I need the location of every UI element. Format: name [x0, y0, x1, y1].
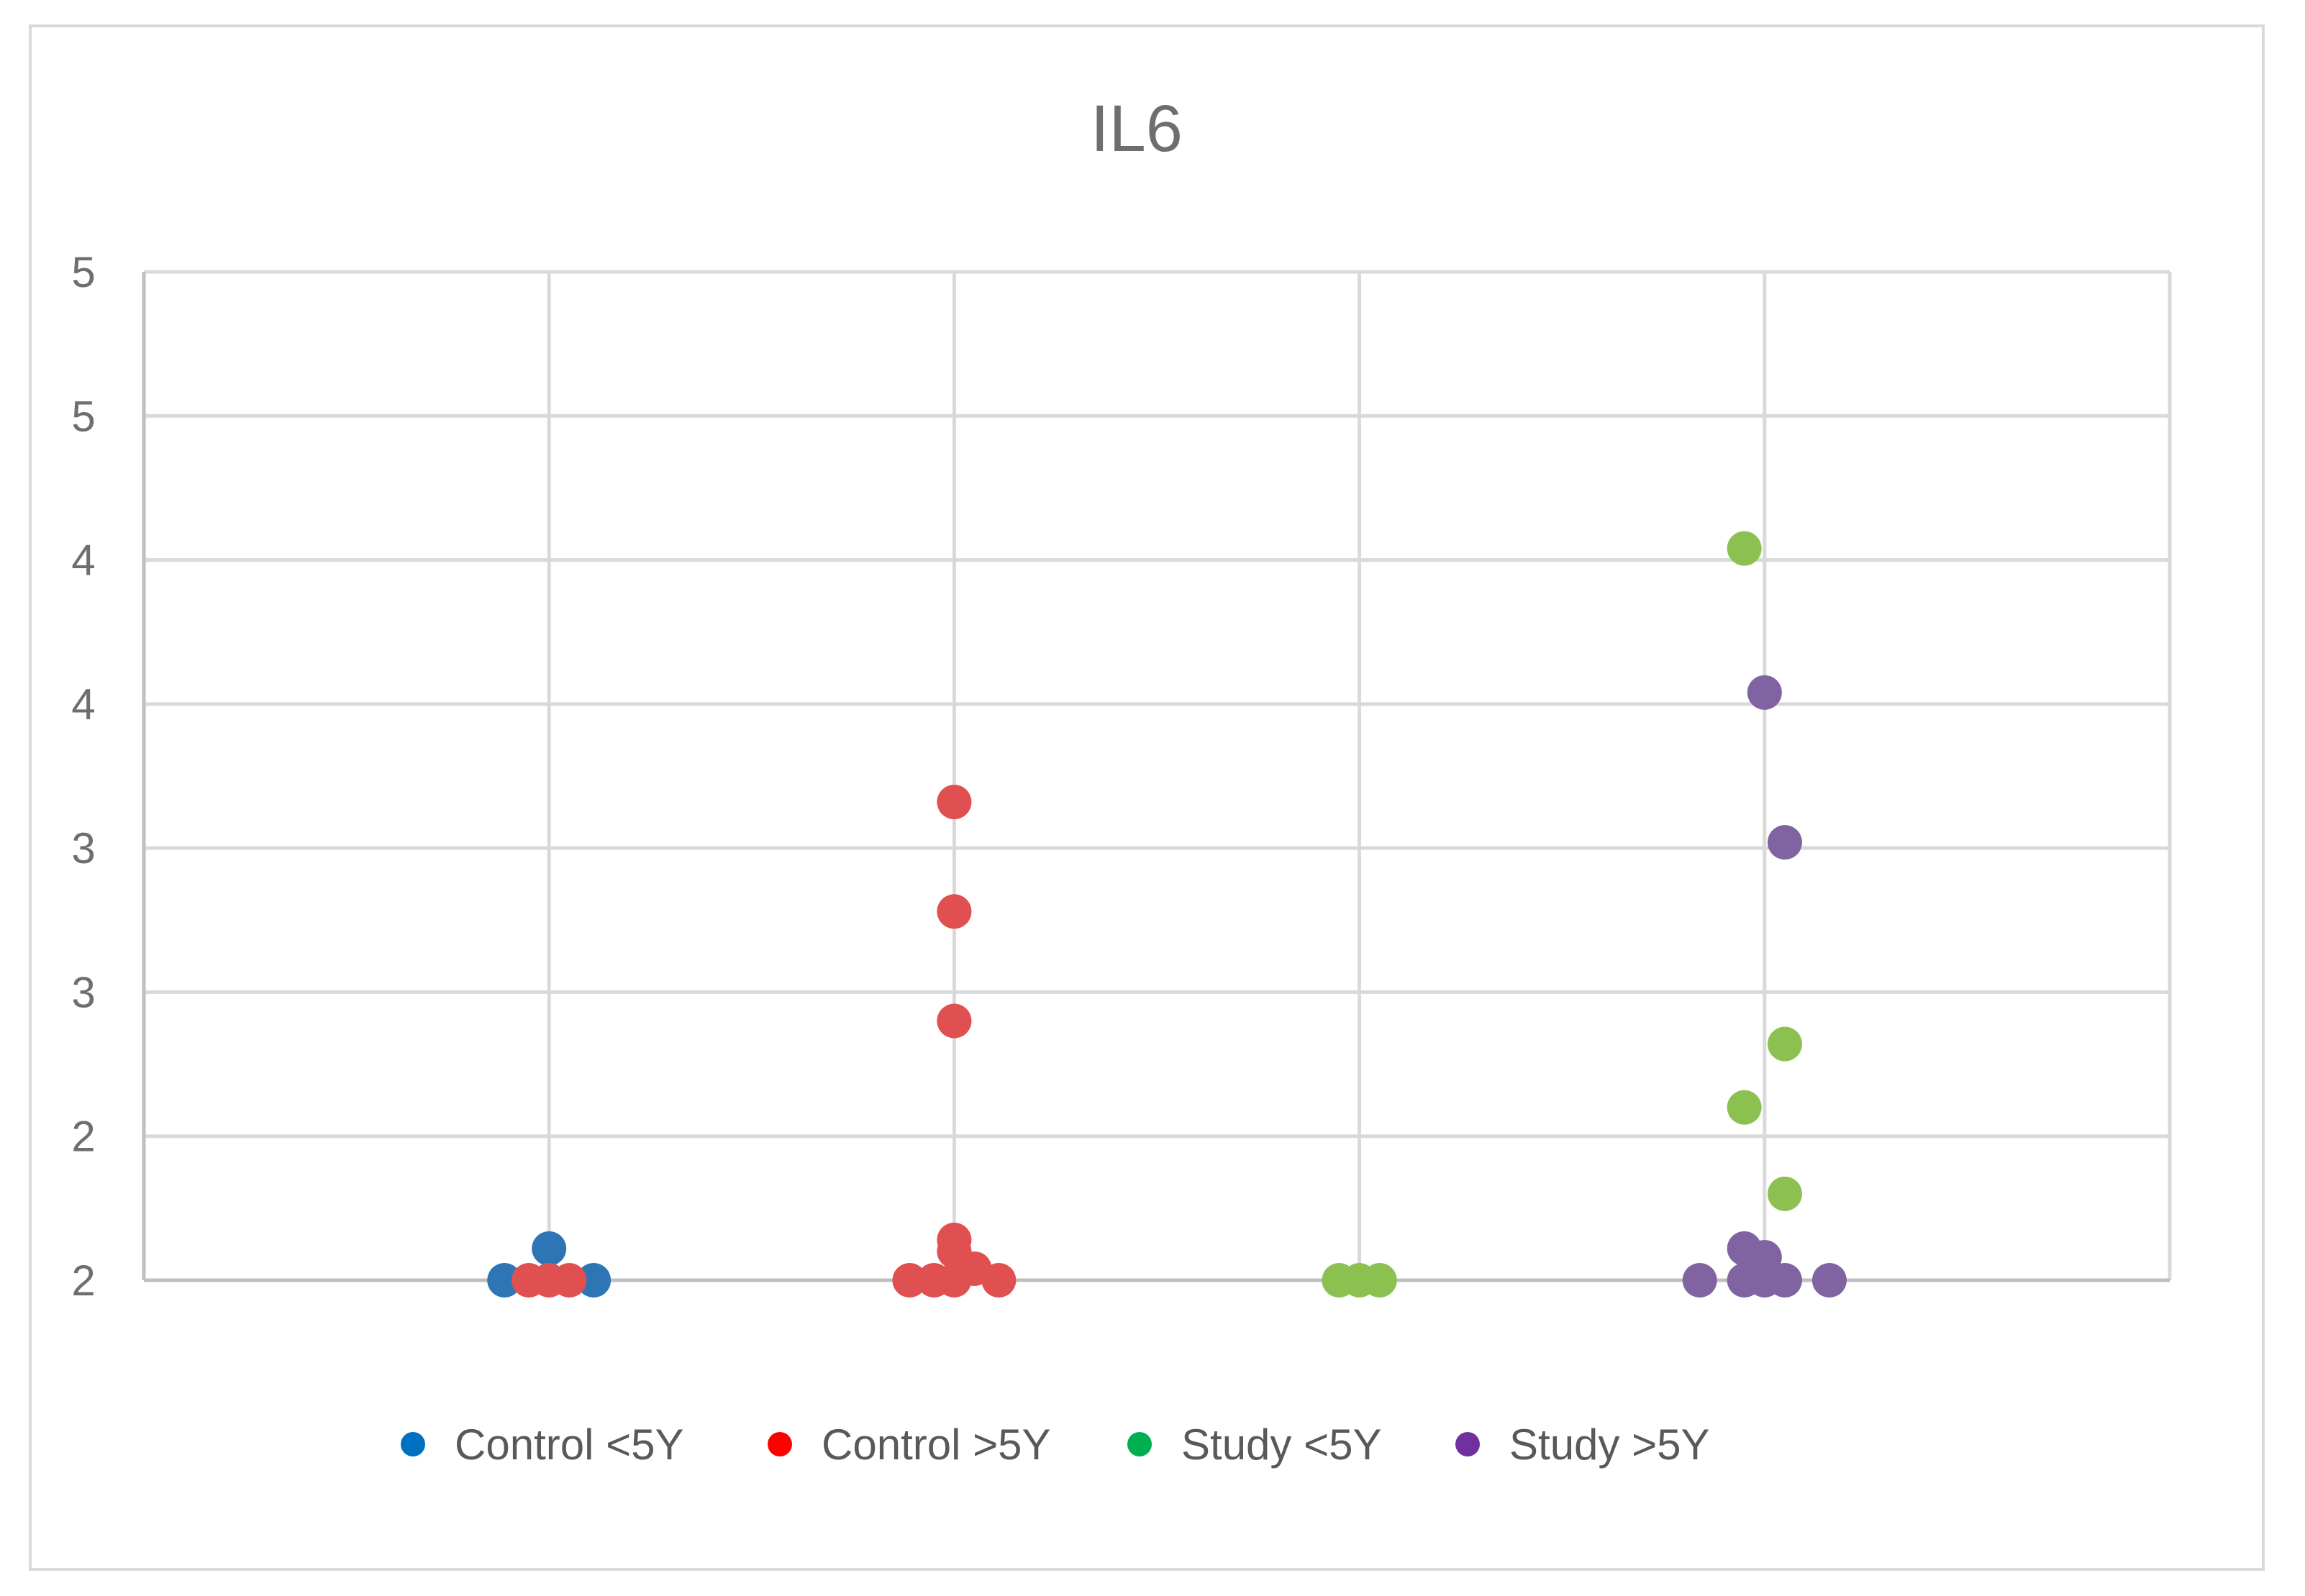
data-point-series-2 — [937, 1003, 972, 1039]
data-point-series-2 — [892, 1263, 927, 1298]
data-point-series-1 — [576, 1263, 612, 1298]
y-tick-label: 5 — [71, 248, 95, 296]
legend-label-4: Study >5Y — [1509, 1421, 1710, 1469]
y-tick-label: 2 — [71, 1257, 95, 1305]
data-point-series-2 — [937, 1222, 972, 1257]
data-point-series-2 — [937, 785, 972, 820]
data-point-series-4 — [1767, 825, 1802, 860]
data-point-series-3 — [1727, 1090, 1762, 1125]
data-points — [487, 531, 1847, 1298]
y-tick-label: 2 — [71, 1113, 95, 1161]
data-point-series-4 — [1811, 1263, 1847, 1298]
data-point-series-2 — [552, 1263, 587, 1298]
data-point-series-4 — [1767, 1263, 1802, 1298]
gridlines — [142, 270, 2172, 1282]
data-point-series-4 — [1747, 675, 1782, 710]
data-point-series-3 — [1362, 1263, 1397, 1298]
legend-marker-4 — [1455, 1432, 1480, 1456]
legend-marker-3 — [1127, 1432, 1152, 1456]
legend-marker-1 — [401, 1432, 425, 1456]
legend-marker-2 — [768, 1432, 792, 1456]
y-tick-label: 4 — [71, 680, 95, 729]
y-tick-label: 3 — [71, 968, 95, 1016]
data-point-series-1 — [532, 1231, 567, 1266]
data-point-series-3 — [1767, 1176, 1802, 1211]
y-tick-label: 5 — [71, 392, 95, 440]
il6-scatter-chart: IL6 2 2 3 3 4 4 5 5 Control <5Y Control >5Y Study… — [71, 92, 2172, 1469]
data-point-series-3 — [1727, 531, 1762, 566]
data-point-series-2 — [981, 1263, 1017, 1298]
legend-label-1: Control <5Y — [455, 1421, 684, 1469]
chart-title: IL6 — [1091, 92, 1183, 165]
data-point-series-3 — [1767, 1026, 1802, 1062]
chart-frame: IL6 2 2 3 3 4 4 5 5 Control <5Y Control >5Y Study… — [29, 24, 2265, 1571]
y-tick-label: 4 — [71, 537, 95, 585]
y-tick-label: 3 — [71, 824, 95, 872]
legend-label-3: Study <5Y — [1181, 1421, 1382, 1469]
data-point-series-4 — [1682, 1263, 1717, 1298]
legend-label-2: Control >5Y — [822, 1421, 1051, 1469]
legend: Control <5Y Control >5Y Study <5Y Study >5Y — [401, 1421, 1710, 1469]
data-point-series-2 — [937, 894, 972, 929]
data-point-series-1 — [487, 1263, 522, 1298]
y-axis-tick-labels: 2 2 3 3 4 4 5 5 — [71, 248, 95, 1305]
